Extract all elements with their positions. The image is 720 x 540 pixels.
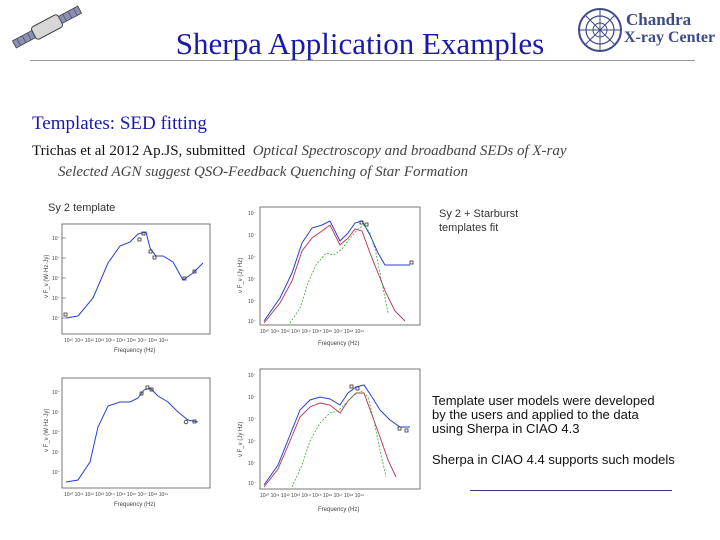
svg-text:10⁻: 10⁻ — [248, 439, 257, 445]
logo-text-xray-center: X-ray Center — [624, 29, 716, 46]
svg-text:10⁻: 10⁻ — [52, 390, 61, 396]
svg-text:10⁻: 10⁻ — [248, 233, 257, 239]
x-axis-label: Frequency (Hz) — [114, 502, 155, 508]
svg-text:10⁻: 10⁻ — [52, 256, 61, 262]
page-title: Sherpa Application Examples — [175, 26, 545, 61]
x-axis-label: Frequency (Hz) — [318, 341, 359, 347]
y-axis-label: ν F_ν (Jy Hz) — [238, 422, 244, 457]
svg-text:10⁻: 10⁻ — [248, 373, 257, 379]
x-axis-label: Frequency (Hz) — [318, 507, 359, 513]
sy2-starburst-label-line2: templates fit — [439, 222, 499, 234]
svg-text:10⁻: 10⁻ — [52, 316, 61, 322]
note-line: by the users and applied to the data — [432, 407, 639, 422]
sed-plot-sy2-top: 10⁻ 10⁻ 10⁻ 10⁻ 10⁻ 10¹⁰ 10¹¹ 10¹² 10¹³ 10¹⁴… — [44, 223, 211, 354]
note-line: using Sherpa in CIAO 4.3 — [432, 421, 580, 436]
citation-paper-title: Optical Spectroscopy and broadband SEDs … — [252, 143, 567, 159]
citation-authors: Trichas et al 2012 Ap.JS, submitted — [32, 143, 246, 159]
svg-text:10⁻: 10⁻ — [52, 236, 61, 242]
citation-paper-title-cont: Selected AGN suggest QSO-Feedback Quench… — [58, 164, 469, 180]
notes-paragraph: Template user models were developed by t… — [432, 394, 655, 436]
sed-plot-starburst-top: 10⁻ 10⁻ 10⁻ 10⁻ 10⁻ 10⁻ 10¹⁰ 10¹¹ 10¹² 10¹³ 1… — [238, 206, 421, 347]
note-line: Template user models were developed — [432, 393, 655, 408]
citation-line: Trichas et al 2012 Ap.JS, submitted Opti… — [32, 143, 567, 160]
svg-text:10⁻: 10⁻ — [248, 461, 257, 467]
y-axis-label: ν F_ν (Jy Hz) — [238, 258, 244, 293]
notes-ciao44: Sherpa in CIAO 4.4 supports such models — [432, 452, 675, 467]
svg-text:10⁻: 10⁻ — [248, 395, 257, 401]
svg-text:10⁻: 10⁻ — [248, 255, 257, 261]
sy2-starburst-label-line1: Sy 2 + Starburst — [439, 208, 519, 220]
svg-text:10¹⁰ 10¹¹ 10¹² 10¹³ 10¹⁴ 10¹⁵: 10¹⁰ 10¹¹ 10¹² 10¹³ 10¹⁴ 10¹⁵ 10¹⁶ 10¹⁷ … — [260, 329, 364, 335]
y-axis-label: ν F_ν (W·Hz·Jy) — [44, 255, 50, 298]
chandra-logo-icon — [578, 8, 622, 52]
svg-text:10⁻: 10⁻ — [248, 299, 257, 305]
svg-text:10⁻: 10⁻ — [52, 410, 61, 416]
y-axis-label: ν F_ν (W·Hz·Jy) — [44, 409, 50, 452]
sed-plot-starburst-bottom: 10⁻ 10⁻ 10⁻ 10⁻ 10⁻ 10⁻ 10¹⁰ 10¹¹ 10¹² 10¹³ 1… — [238, 368, 421, 513]
bottom-divider — [470, 490, 672, 491]
title-divider — [30, 60, 695, 61]
sy2-template-label: Sy 2 template — [48, 202, 116, 214]
chandra-satellite-icon — [11, 5, 83, 49]
x-axis-label: Frequency (Hz) — [114, 348, 155, 354]
svg-text:10⁻: 10⁻ — [248, 417, 257, 423]
svg-text:10⁻: 10⁻ — [248, 211, 257, 217]
svg-text:10⁻: 10⁻ — [248, 277, 257, 283]
svg-text:10⁻: 10⁻ — [52, 430, 61, 436]
section-subtitle: Templates: SED fitting — [32, 113, 207, 134]
svg-text:10¹⁰ 10¹¹ 10¹² 10¹³ 10¹⁴ 10¹⁵: 10¹⁰ 10¹¹ 10¹² 10¹³ 10¹⁴ 10¹⁵ 10¹⁶ 10¹⁷ … — [64, 338, 168, 344]
logo-text-chandra: Chandra — [626, 10, 692, 29]
svg-text:10⁻: 10⁻ — [52, 470, 61, 476]
svg-text:10¹⁰ 10¹¹ 10¹² 10¹³ 10¹⁴ 10¹⁵: 10¹⁰ 10¹¹ 10¹² 10¹³ 10¹⁴ 10¹⁵ 10¹⁶ 10¹⁷ … — [260, 493, 364, 499]
svg-text:10⁻: 10⁻ — [52, 276, 61, 282]
sy2-starburst-label: Sy 2 + Starburst templates fit — [439, 207, 518, 235]
sed-plot-sy2-bottom: 10⁻ 10⁻ 10⁻ 10⁻ 10⁻ 10¹⁰ 10¹¹ 10¹² 10¹³ 10¹⁴… — [44, 377, 211, 508]
svg-text:10⁻: 10⁻ — [52, 450, 61, 456]
svg-text:10⁻: 10⁻ — [52, 296, 61, 302]
svg-text:10⁻: 10⁻ — [248, 319, 257, 325]
svg-text:10⁻: 10⁻ — [248, 481, 257, 487]
svg-text:10¹⁰ 10¹¹ 10¹² 10¹³ 10¹⁴ 10¹⁵: 10¹⁰ 10¹¹ 10¹² 10¹³ 10¹⁴ 10¹⁵ 10¹⁶ 10¹⁷ … — [64, 492, 168, 498]
